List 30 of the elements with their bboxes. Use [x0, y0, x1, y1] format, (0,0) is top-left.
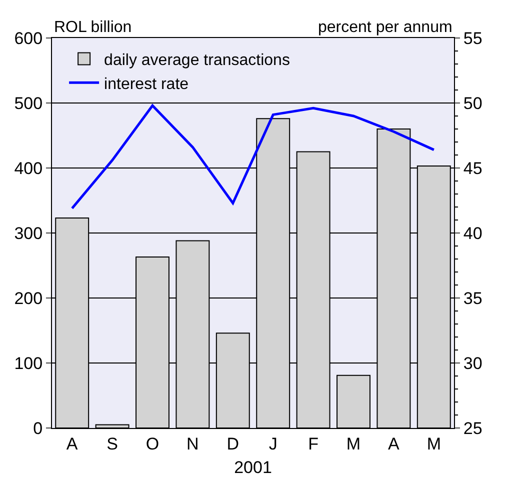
y-tick-label: 500 — [14, 94, 43, 113]
y-tick-label: 400 — [14, 158, 43, 178]
x-tick-label: O — [146, 434, 160, 454]
line-series — [70, 104, 436, 210]
x-tick-label: A — [66, 434, 78, 454]
y2-tick-label: 40 — [463, 224, 482, 243]
y-axis-title: ROL billion — [54, 19, 132, 36]
y-tick-label: 200 — [14, 288, 43, 308]
x-tick-label: F — [308, 434, 318, 454]
x-tick-label: M — [346, 434, 361, 454]
x-tick-label: M — [426, 434, 441, 454]
x-axis-title: 2001 — [234, 458, 272, 477]
y-tick-label: 300 — [14, 224, 43, 243]
legend-label: daily average transactions — [104, 52, 290, 70]
y2-axis-title: percent per annum — [318, 19, 452, 36]
y2-tick-label: 50 — [463, 94, 482, 113]
x-tick-label: A — [388, 434, 400, 454]
y2-tick-label: 30 — [463, 354, 482, 373]
y-tick-label: 100 — [14, 354, 43, 373]
x-tick-label: N — [186, 434, 199, 454]
x-tick-label: J — [268, 434, 278, 454]
y2-tick-label: 25 — [463, 418, 482, 438]
x-tick-label: S — [106, 434, 118, 454]
y-tick-label: 0 — [33, 418, 43, 438]
y2-tick-label: 55 — [463, 28, 482, 48]
legend-label: interest rate — [104, 76, 189, 93]
y2-tick-label: 45 — [463, 158, 482, 178]
x-tick-label: D — [226, 434, 240, 454]
y2-tick-label: 35 — [463, 288, 482, 308]
y-tick-label: 600 — [14, 28, 43, 48]
